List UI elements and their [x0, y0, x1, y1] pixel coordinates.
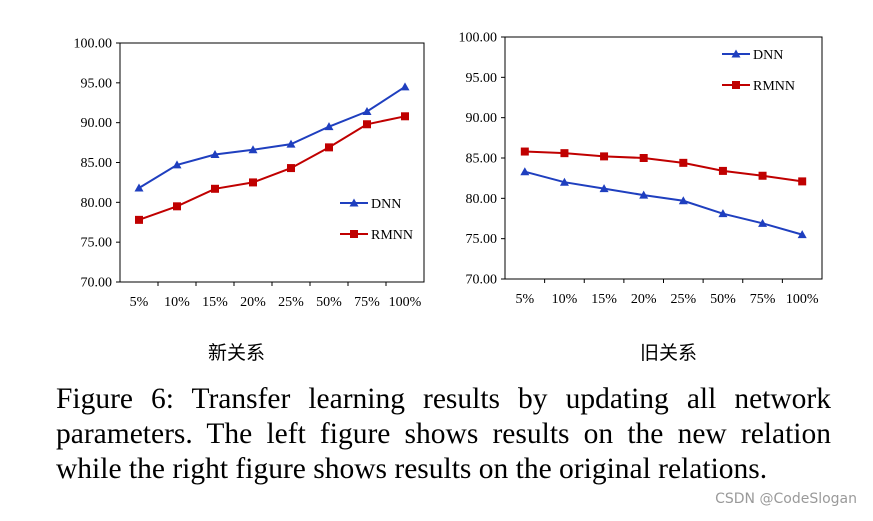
left-rmnn-point [401, 112, 409, 121]
left-xtick-label: 100% [389, 295, 422, 310]
left-xtick-label: 20% [240, 295, 266, 310]
right-xtick-label: 20% [631, 292, 657, 307]
right-line-chart: 70.00 75.00 80.00 85.00 90.00 95.00 100.00 5% 10… [459, 31, 823, 307]
right-dnn-point [599, 184, 609, 193]
right-rmnn-point [679, 158, 688, 167]
right-xtick-label: 5% [515, 292, 534, 307]
right-dnn-point [797, 230, 807, 239]
right-dnn-point [678, 196, 688, 205]
right-dnn-line [524, 170, 803, 236]
right-ytick-label: 95.00 [466, 71, 498, 86]
left-rmnn-point [287, 164, 295, 173]
right-rmnn-point [639, 154, 648, 162]
left-dnn-point [324, 122, 334, 131]
left-line-chart: 70.00 75.00 80.00 85.00 90.00 95.00 100.00 5% 10… [74, 37, 425, 310]
left-dnn-point [362, 107, 372, 116]
right-rmnn-line [524, 150, 803, 183]
left-dnn-line [138, 85, 406, 189]
left-ytick-label: 85.00 [81, 156, 113, 171]
left-ytick-label: 70.00 [81, 276, 113, 291]
right-dnn-point [639, 190, 649, 199]
right-xtick-label: 15% [591, 292, 617, 307]
left-chart-label: 新关系 [208, 342, 266, 364]
left-xtick-label: 15% [202, 295, 228, 310]
right-xtick-label: 100% [786, 292, 819, 307]
left-dnn-point [210, 150, 220, 159]
left-dnn-point [400, 82, 410, 91]
right-rmnn-point [718, 166, 727, 175]
right-rmnn-point [798, 177, 807, 186]
right-xtick-label: 75% [750, 292, 776, 307]
right-xtick-label: 50% [710, 292, 736, 307]
right-ytick-label: 75.00 [466, 232, 498, 247]
left-plot-frame [119, 42, 425, 283]
right-dnn-point [758, 218, 768, 227]
right-legend-dnn-marker [731, 49, 741, 58]
left-xtick-label: 75% [354, 295, 380, 310]
right-dnn-point [718, 209, 728, 218]
right-rmnn-point [520, 147, 529, 156]
left-xtick-label: 10% [164, 295, 190, 310]
right-dnn-point [559, 177, 569, 186]
right-dnn-point [520, 167, 530, 176]
left-xtick-label: 50% [316, 295, 342, 310]
right-legend-dnn-label: DNN [753, 48, 783, 63]
left-legend-rmnn-marker [350, 230, 358, 238]
left-ytick-label: 90.00 [81, 116, 113, 131]
left-legend-dnn-label: DNN [371, 197, 401, 212]
right-xtick-label: 10% [552, 292, 578, 307]
left-ytick-label: 95.00 [81, 76, 113, 91]
right-ytick-label: 90.00 [466, 111, 498, 126]
left-rmnn-point [211, 184, 219, 193]
left-rmnn-point [135, 215, 143, 224]
right-legend-rmnn-label: RMNN [753, 79, 795, 94]
right-xtick-label: 25% [670, 292, 696, 307]
left-rmnn-point [325, 143, 333, 152]
right-legend-rmnn-marker [732, 81, 740, 89]
left-rmnn-point [249, 178, 257, 187]
right-rmnn-point [560, 149, 569, 158]
left-xtick-label: 25% [278, 295, 304, 310]
left-dnn-point [172, 160, 182, 169]
left-dnn-point [286, 139, 296, 148]
left-ytick-label: 100.00 [74, 37, 113, 52]
right-plot-frame [504, 36, 823, 280]
left-dnn-point [134, 183, 144, 192]
right-ytick-label: 80.00 [466, 192, 498, 207]
right-rmnn-point [758, 171, 767, 180]
right-ytick-label: 100.00 [459, 31, 498, 46]
left-legend-dnn-marker [349, 198, 359, 207]
watermark: CSDN @CodeSlogan [715, 491, 857, 507]
right-rmnn-point [600, 152, 609, 161]
left-xtick-label: 5% [130, 295, 149, 310]
right-ytick-label: 70.00 [466, 273, 498, 288]
left-rmnn-point [363, 120, 371, 129]
left-dnn-point [248, 145, 258, 154]
left-ytick-label: 80.00 [81, 196, 113, 211]
right-chart-label: 旧关系 [640, 342, 698, 364]
left-legend-rmnn-label: RMNN [371, 228, 413, 243]
right-ytick-label: 85.00 [466, 152, 498, 167]
left-rmnn-point [173, 202, 181, 211]
figure-caption: Figure 6: Transfer learning results by u… [56, 383, 831, 485]
left-ytick-label: 75.00 [81, 236, 113, 251]
left-rmnn-line [138, 115, 406, 221]
